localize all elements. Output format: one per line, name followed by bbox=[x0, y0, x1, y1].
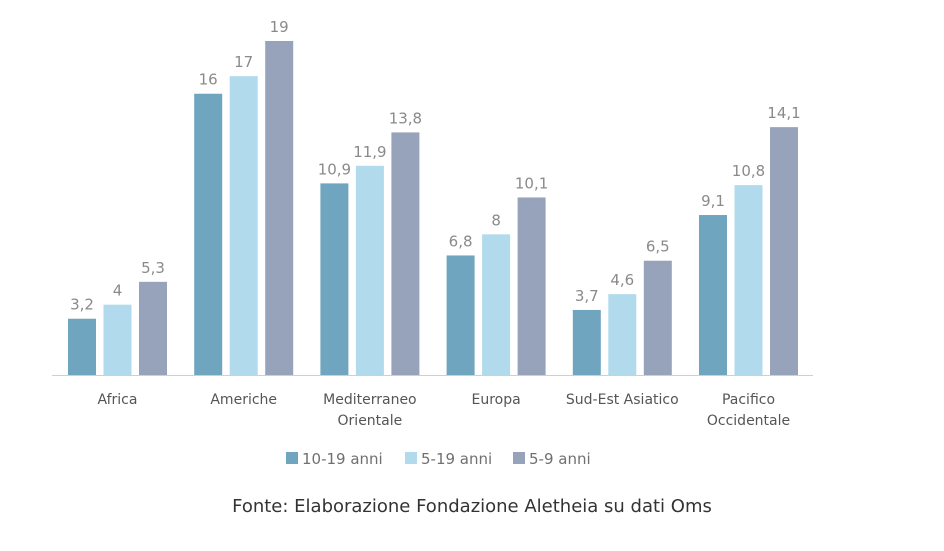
legend-swatch bbox=[513, 452, 525, 464]
data-label: 10,8 bbox=[732, 162, 765, 180]
data-label: 16 bbox=[199, 71, 218, 89]
category-label: Mediterraneo Orientale bbox=[323, 392, 416, 429]
bar bbox=[391, 132, 420, 375]
bar bbox=[643, 260, 672, 375]
data-label: 4,6 bbox=[610, 271, 634, 289]
data-label: 3,7 bbox=[575, 287, 599, 305]
data-label: 4 bbox=[113, 282, 123, 300]
category-label: Pacifico Occidentale bbox=[707, 392, 790, 429]
category-label: Europa bbox=[471, 392, 520, 408]
bar bbox=[482, 234, 511, 375]
data-label: 19 bbox=[270, 18, 289, 36]
bar bbox=[770, 127, 798, 375]
data-label: 10,9 bbox=[318, 160, 351, 178]
category-label: Sud-Est Asiatico bbox=[566, 392, 679, 408]
bar bbox=[572, 309, 601, 375]
bar bbox=[517, 197, 546, 375]
legend-swatch bbox=[405, 452, 417, 464]
data-label: 6,5 bbox=[646, 238, 670, 256]
bar bbox=[229, 76, 258, 375]
bar bbox=[139, 281, 167, 375]
bar bbox=[608, 294, 637, 375]
data-label: 6,8 bbox=[449, 232, 473, 250]
category-label: Africa bbox=[98, 392, 138, 408]
legend-label: 5-19 anni bbox=[421, 450, 492, 468]
data-label: 10,1 bbox=[515, 174, 548, 192]
data-label: 17 bbox=[234, 53, 253, 71]
bar bbox=[320, 183, 349, 375]
source-note: Fonte: Elaborazione Fondazione Aletheia … bbox=[232, 496, 712, 517]
data-label: 3,2 bbox=[70, 296, 94, 314]
bar bbox=[265, 41, 294, 375]
legend-label: 5-9 anni bbox=[529, 450, 591, 468]
data-label: 8 bbox=[491, 211, 501, 229]
bar bbox=[734, 185, 763, 375]
bar bbox=[355, 165, 384, 375]
data-label: 14,1 bbox=[767, 104, 800, 122]
data-label: 11,9 bbox=[353, 143, 386, 161]
bar bbox=[699, 215, 727, 375]
legend-swatch bbox=[286, 452, 298, 464]
bar bbox=[68, 318, 96, 375]
data-label: 9,1 bbox=[701, 192, 725, 210]
data-label: 13,8 bbox=[389, 109, 422, 127]
bar bbox=[446, 255, 475, 375]
category-label: Americhe bbox=[210, 392, 277, 408]
bar bbox=[103, 304, 132, 375]
bar bbox=[194, 93, 223, 375]
data-label: 5,3 bbox=[141, 259, 165, 277]
legend-label: 10-19 anni bbox=[302, 450, 383, 468]
